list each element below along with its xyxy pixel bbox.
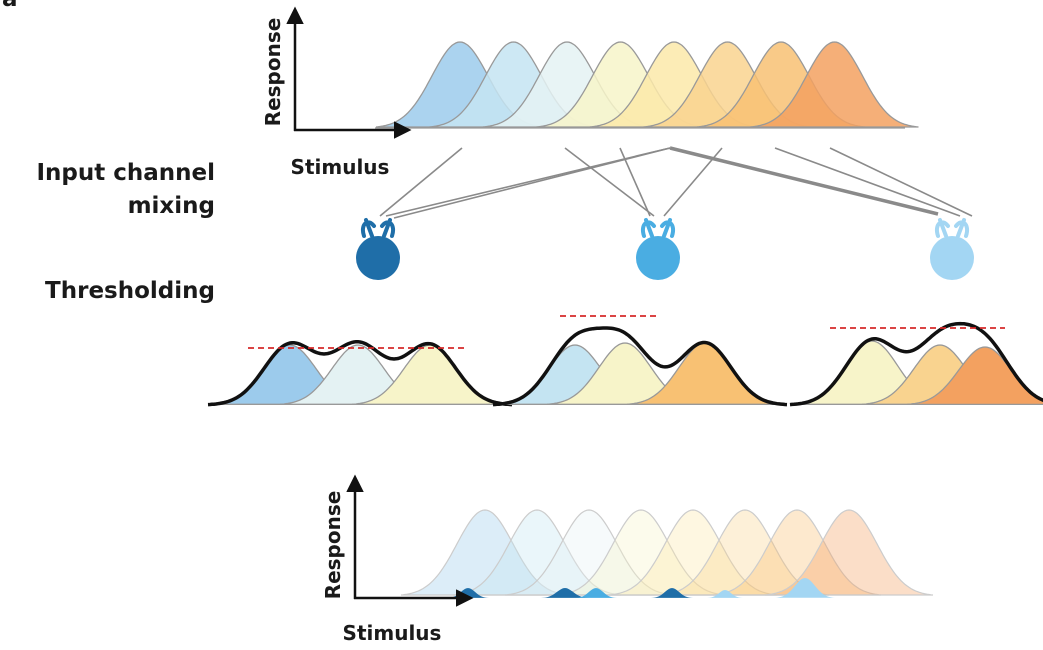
dendrites — [643, 220, 673, 236]
threshold-panels — [208, 316, 1043, 405]
page: {"panel_label": "a", "top_axes": {"y_lab… — [0, 0, 1043, 650]
mixing-label: mixing — [128, 193, 215, 219]
x-axis-label: Stimulus — [343, 621, 442, 645]
x-axis-label: Stimulus — [291, 155, 390, 179]
y-axis-label: Response — [261, 18, 285, 127]
mixing-connections — [380, 148, 972, 218]
mixing-label: Input channel — [36, 160, 215, 186]
panel-label: a — [2, 0, 18, 12]
dendrites — [363, 220, 393, 236]
figure: a Response Stimulus Input channel mixing… — [0, 0, 1043, 650]
neuron — [930, 236, 974, 280]
top-tuning-curves — [375, 42, 919, 128]
thresholding-label: Thresholding — [45, 278, 215, 304]
dendrites — [937, 220, 967, 236]
neuron — [356, 236, 400, 280]
y-axis-label: Response — [321, 491, 345, 600]
neurons — [356, 220, 974, 280]
bottom-tuning-curves — [401, 510, 933, 598]
neuron — [636, 236, 680, 280]
